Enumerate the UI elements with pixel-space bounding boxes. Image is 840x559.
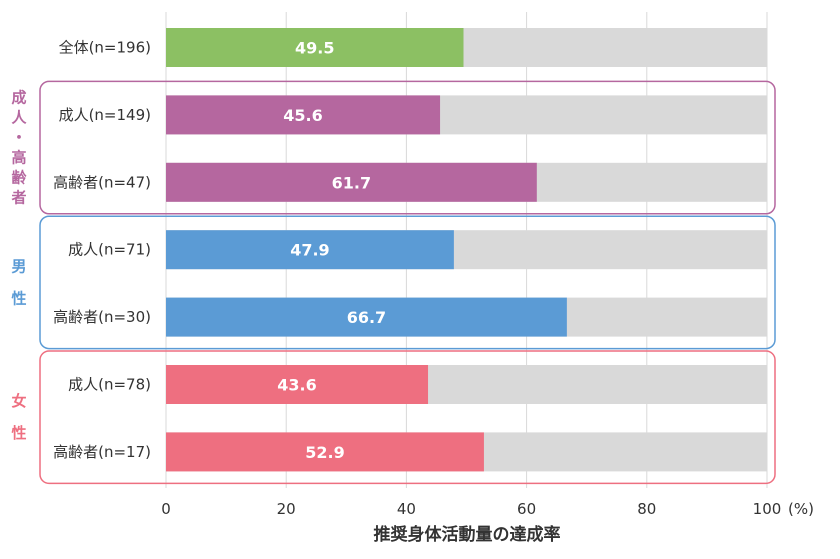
bar xyxy=(166,162,537,202)
x-tick-label: 40 xyxy=(397,500,416,518)
bar-value-label: 52.9 xyxy=(305,443,344,462)
bar xyxy=(166,297,567,337)
x-tick-label: 0 xyxy=(161,500,171,518)
group-label-char: 者 xyxy=(11,189,26,207)
x-tick-labels: 0 20 40 60 80 100 xyxy=(161,500,781,518)
bar-value-label: 47.9 xyxy=(290,241,329,260)
bar-value-label: 45.6 xyxy=(283,106,322,125)
group-label-char: 高 xyxy=(11,149,26,167)
category-label: 成人(n=78) xyxy=(68,376,151,394)
group-label-char: 齢 xyxy=(11,169,27,187)
x-tick-label: 60 xyxy=(517,500,536,518)
bar xyxy=(166,432,484,472)
bar xyxy=(166,95,441,135)
group-label-char: 男 xyxy=(11,257,26,275)
category-label: 高齢者(n=47) xyxy=(53,173,151,191)
bar-value-label: 66.7 xyxy=(347,308,386,327)
x-tick-label: 20 xyxy=(277,500,296,518)
group-label-char: 人 xyxy=(11,109,27,127)
x-axis-title: 推奨身体活動量の達成率 xyxy=(374,524,561,545)
group-frame xyxy=(39,350,776,485)
x-tick-label: 100 xyxy=(753,500,782,518)
category-label: 高齢者(n=17) xyxy=(53,443,151,461)
bar-value-label: 43.6 xyxy=(277,376,316,395)
group-label-char: 成 xyxy=(11,89,26,107)
x-tick-label: 80 xyxy=(637,500,656,518)
group-label-char: 女 xyxy=(11,392,26,410)
category-label: 成人(n=71) xyxy=(68,241,151,259)
group-label-char: ・ xyxy=(11,129,26,147)
group-label-char: 性 xyxy=(11,424,26,442)
bar xyxy=(166,28,464,67)
bar xyxy=(166,230,454,270)
group-frame xyxy=(39,215,776,350)
group-label-char: 性 xyxy=(11,289,26,307)
category-labels: 全体(n=196) 成人(n=149) 高齢者(n=47) 成人(n=71) 高齢者(n… xyxy=(53,39,151,461)
bar-value-label: 61.7 xyxy=(332,173,371,192)
group-frame xyxy=(39,80,776,215)
x-unit-label: (%) xyxy=(788,500,814,518)
category-label: 全体(n=196) xyxy=(59,39,151,57)
category-label: 高齢者(n=30) xyxy=(53,308,151,326)
bar-value-label: 49.5 xyxy=(295,39,334,58)
bars: 49.5 45.6 61.7 47.9 66.7 43.6 52.9 xyxy=(166,28,767,472)
bar xyxy=(166,365,429,404)
category-label: 成人(n=149) xyxy=(59,106,151,124)
